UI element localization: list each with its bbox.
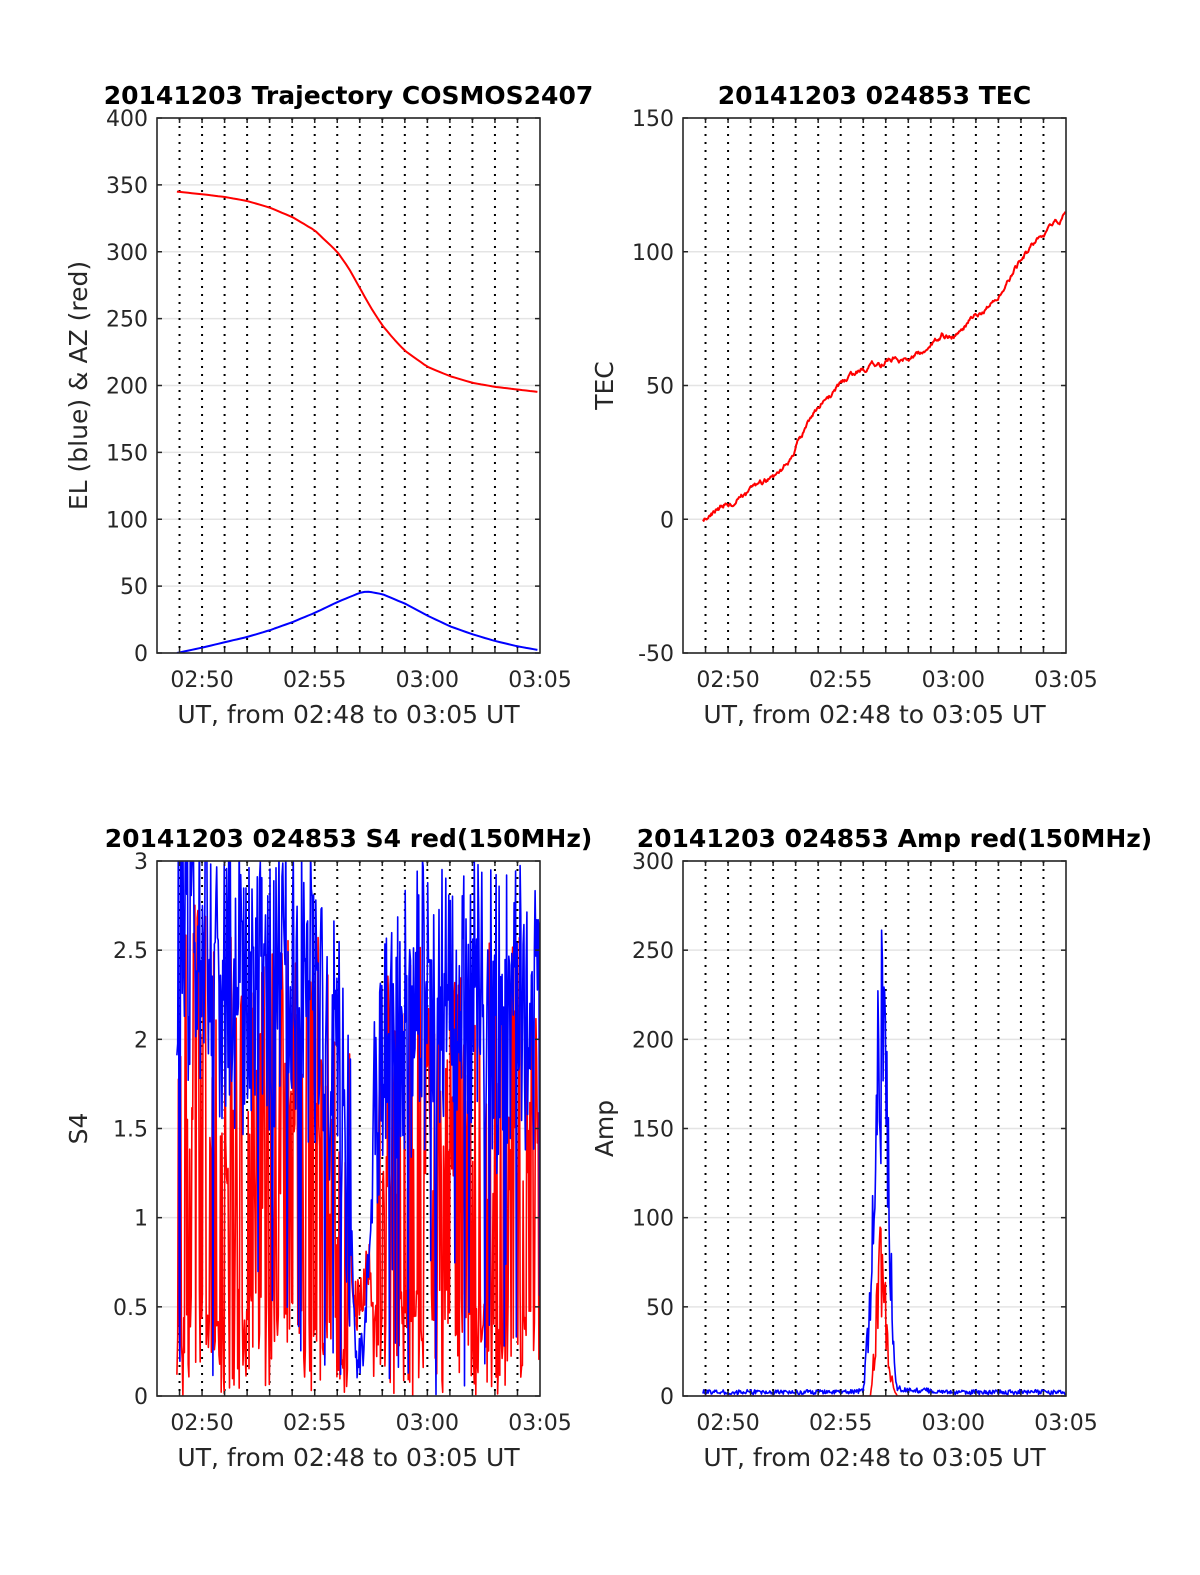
chart-panel-3: 0 0.5 1 1.5 2 2.5 3 02:50 02:55 03:00 03:05 UT, fro…	[64, 824, 593, 1472]
series-1-line	[702, 1226, 1066, 1396]
x-tick-label: 03:05	[508, 1411, 571, 1436]
y-tick-label: 50	[120, 575, 148, 600]
x-axis-label: UT, from 02:48 to 03:05 UT	[177, 1443, 520, 1472]
y-tick-label: 3	[134, 850, 148, 875]
chart-title: 20141203 Trajectory COSMOS2407	[104, 81, 594, 110]
x-tick-label: 03:00	[396, 668, 459, 693]
x-axis-label: UT, from 02:48 to 03:05 UT	[177, 700, 520, 729]
y-tick-label: 50	[646, 1296, 674, 1321]
x-tick-label: 03:05	[1034, 1411, 1097, 1436]
series-1-line	[176, 190, 538, 393]
y-tick-label: 250	[106, 308, 148, 333]
y-tick-label: 2	[134, 1028, 148, 1053]
x-tick-label: 03:00	[396, 1411, 459, 1436]
y-tick-label: 0.5	[113, 1296, 148, 1321]
y-tick-label: 0	[134, 642, 148, 667]
y-tick-label: 0	[134, 1385, 148, 1410]
x-tick-label: 03:05	[508, 668, 571, 693]
x-tick-label: 03:00	[922, 1411, 985, 1436]
y-tick-label: 1.5	[113, 1118, 148, 1143]
y-axis-label: TEC	[590, 361, 619, 411]
x-tick-label: 02:50	[696, 668, 759, 693]
y-tick-label: 200	[106, 375, 148, 400]
chart-panel-2: -50 0 50 100 150 02:50 02:55 03:00 03:05 UT, from…	[590, 81, 1098, 729]
y-tick-label: 0	[660, 1385, 674, 1410]
y-tick-label: 50	[646, 375, 674, 400]
x-tick-label: 03:05	[1034, 668, 1097, 693]
series-2-line	[176, 590, 538, 653]
y-tick-label: 400	[106, 107, 148, 132]
series-1-line	[702, 211, 1066, 522]
x-tick-label: 03:00	[922, 668, 985, 693]
y-tick-label: 300	[106, 241, 148, 266]
y-tick-label: 0	[660, 508, 674, 533]
x-axis-label: UT, from 02:48 to 03:05 UT	[703, 700, 1046, 729]
y-tick-label: 100	[106, 508, 148, 533]
x-tick-label: 02:50	[696, 1411, 759, 1436]
chart-title: 20141203 024853 TEC	[718, 81, 1031, 110]
y-tick-label: 300	[632, 850, 674, 875]
y-axis-label: EL (blue) & AZ (red)	[64, 261, 93, 510]
y-tick-label: 100	[632, 241, 674, 266]
series-2-line	[702, 929, 1066, 1396]
y-tick-label: 1	[134, 1207, 148, 1232]
y-tick-label: -50	[638, 642, 674, 667]
x-tick-label: 02:55	[283, 1411, 346, 1436]
chart-panel-1: 0 50 100 150 200 250 300 350 400 02:50 02:55 03:00 0…	[64, 81, 593, 729]
x-tick-label: 02:55	[283, 668, 346, 693]
y-tick-label: 2.5	[113, 939, 148, 964]
chart-panel-4: 0 50 100 150 200 250 300 02:50 02:55 03:00 03:05 UT…	[590, 824, 1152, 1472]
y-tick-label: 150	[632, 107, 674, 132]
y-tick-label: 150	[106, 441, 148, 466]
y-axis-label: Amp	[590, 1100, 619, 1157]
y-axis-label: S4	[64, 1113, 93, 1145]
chart-title: 20141203 024853 S4 red(150MHz)	[105, 824, 593, 853]
x-tick-label: 02:50	[170, 668, 233, 693]
y-tick-label: 200	[632, 1028, 674, 1053]
x-tick-label: 02:55	[809, 1411, 872, 1436]
x-tick-label: 02:55	[809, 668, 872, 693]
series-1-line	[176, 904, 540, 1396]
y-tick-label: 250	[632, 939, 674, 964]
y-tick-label: 350	[106, 174, 148, 199]
chart-title: 20141203 024853 Amp red(150MHz)	[637, 824, 1153, 853]
series-2-line	[176, 861, 540, 1396]
y-tick-label: 150	[632, 1118, 674, 1143]
x-tick-label: 02:50	[170, 1411, 233, 1436]
x-axis-label: UT, from 02:48 to 03:05 UT	[703, 1443, 1046, 1472]
y-tick-label: 100	[632, 1207, 674, 1232]
